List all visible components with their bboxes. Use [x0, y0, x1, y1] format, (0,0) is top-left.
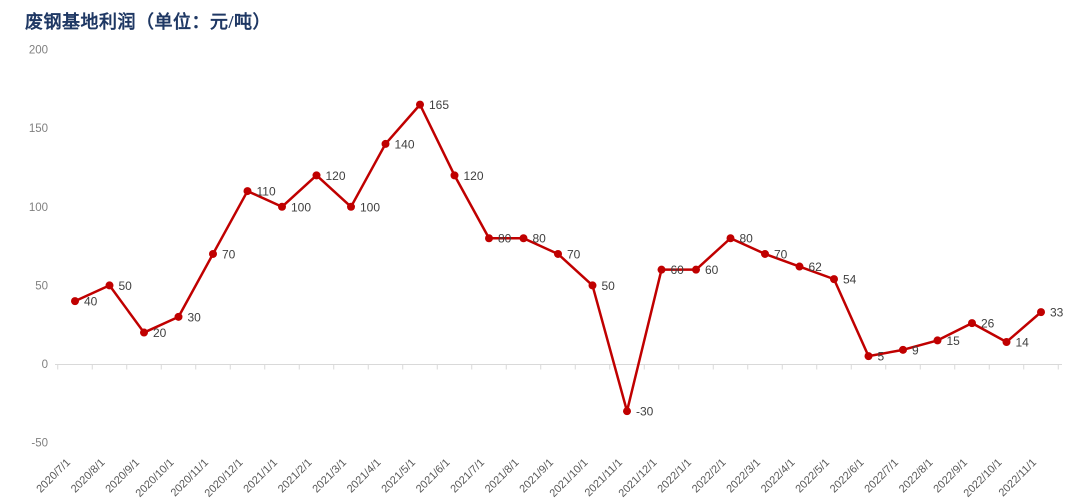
data-label: 60	[671, 263, 685, 277]
data-label: 26	[981, 317, 995, 331]
data-point	[140, 328, 148, 337]
data-point	[1037, 308, 1045, 317]
data-point	[830, 275, 838, 284]
chart-title: 废钢基地利润（单位：元/吨）	[25, 12, 271, 32]
data-label: 50	[119, 279, 133, 293]
data-point	[554, 249, 562, 258]
x-axis-label: 2021/6/1	[414, 457, 453, 496]
data-point	[968, 319, 976, 328]
data-point	[450, 171, 459, 180]
data-label: 100	[291, 200, 311, 214]
x-axis-label: 2021/7/1	[448, 457, 487, 496]
data-point	[312, 171, 321, 180]
data-label: 62	[809, 260, 823, 274]
x-axis-label: 2022/2/1	[690, 457, 729, 496]
data-label: 120	[326, 169, 346, 183]
data-label: 70	[567, 247, 581, 261]
data-point	[795, 262, 804, 271]
data-label: 20	[153, 326, 167, 340]
data-point	[588, 281, 597, 290]
data-label: 54	[843, 273, 857, 287]
data-label: 9	[912, 343, 919, 357]
data-point	[657, 265, 666, 274]
data-label: 40	[84, 295, 98, 309]
data-point	[105, 281, 114, 290]
y-axis-label: 150	[29, 123, 48, 135]
y-axis-label: 50	[35, 280, 48, 292]
x-axis-label: 2022/1/1	[655, 457, 694, 496]
data-label: 165	[429, 98, 449, 112]
x-axis-label: 2020/7/1	[34, 457, 73, 496]
x-axis-label: 2021/8/1	[483, 457, 522, 496]
data-label: 100	[360, 200, 380, 214]
data-label: 60	[705, 263, 719, 277]
x-axis-label: 2022/11/1	[997, 457, 1040, 500]
y-axis-label: -50	[31, 438, 48, 450]
data-point	[864, 352, 873, 361]
x-axis-label: 2021/5/1	[379, 457, 418, 496]
data-point	[726, 234, 735, 243]
data-point	[71, 297, 79, 306]
data-point	[416, 100, 424, 109]
x-axis-label: 2022/4/1	[759, 457, 798, 496]
data-point	[485, 234, 493, 243]
data-point	[1002, 337, 1011, 346]
data-point	[933, 336, 942, 345]
data-point	[209, 249, 217, 258]
data-point	[243, 187, 252, 196]
data-point	[174, 312, 183, 321]
data-point	[519, 234, 528, 243]
data-label: 120	[464, 169, 484, 183]
data-label: 50	[602, 279, 616, 293]
data-point	[899, 345, 907, 354]
y-axis-label: 100	[29, 202, 48, 214]
data-point	[381, 139, 390, 148]
x-axis-label: 2022/3/1	[724, 457, 763, 496]
data-label: 15	[947, 334, 961, 348]
data-label: 14	[1016, 335, 1030, 349]
x-axis-label: 2021/2/1	[276, 457, 315, 496]
y-axis-label: 0	[42, 359, 48, 371]
x-axis-label: 2022/6/1	[828, 457, 867, 496]
data-point	[623, 407, 631, 416]
data-label: 80	[740, 232, 754, 246]
data-label: 110	[257, 185, 276, 199]
data-point	[761, 249, 769, 258]
data-label: 80	[533, 232, 547, 246]
data-label: 140	[395, 137, 415, 151]
data-point	[278, 202, 286, 211]
x-axis-label: 2021/3/1	[310, 457, 349, 496]
x-axis-label: 2021/4/1	[345, 457, 384, 496]
data-point	[347, 202, 355, 211]
data-label: 33	[1050, 306, 1064, 320]
data-label: 30	[188, 310, 202, 324]
y-axis-label: 200	[29, 45, 48, 57]
x-axis-label: 2021/1/1	[241, 457, 280, 496]
data-label: -30	[636, 405, 654, 419]
data-label: 70	[774, 247, 788, 261]
data-label: 5	[878, 350, 885, 364]
x-axis-label: 2022/5/1	[793, 457, 832, 496]
data-point	[692, 265, 700, 274]
data-label: 70	[222, 247, 236, 261]
x-axis-label: 2020/8/1	[69, 457, 108, 496]
x-axis-label: 2022/8/1	[897, 457, 936, 496]
data-label: 80	[498, 232, 512, 246]
x-axis-label: 2022/7/1	[862, 457, 901, 496]
